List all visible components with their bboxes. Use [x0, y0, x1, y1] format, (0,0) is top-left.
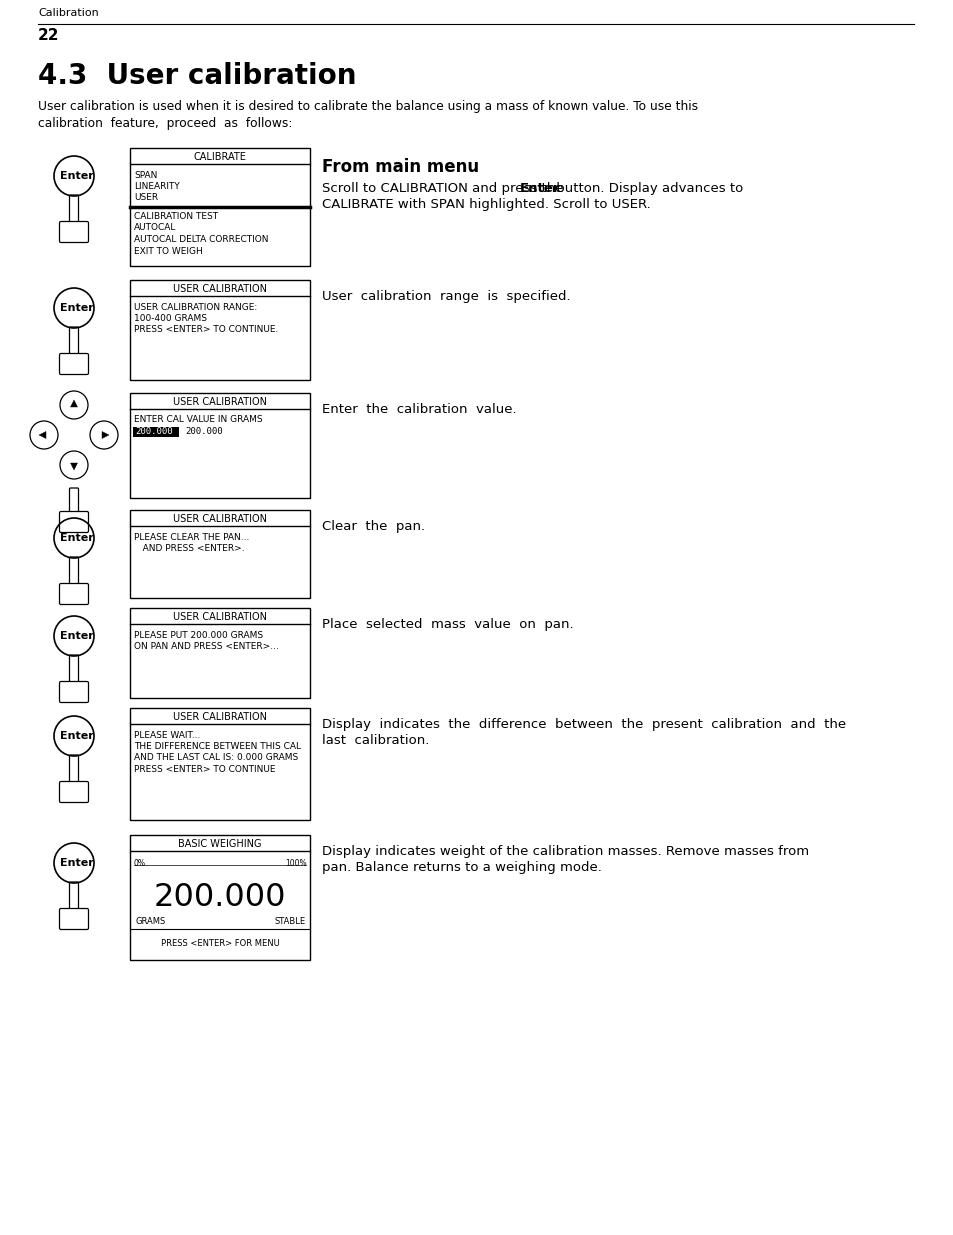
FancyBboxPatch shape — [59, 682, 89, 703]
FancyBboxPatch shape — [130, 835, 310, 960]
Text: CALIBRATE: CALIBRATE — [193, 152, 246, 162]
Text: PRESS <ENTER> TO CONTINUE: PRESS <ENTER> TO CONTINUE — [133, 764, 275, 774]
Text: 100%: 100% — [285, 858, 307, 867]
Text: Enter: Enter — [60, 534, 93, 543]
Text: User  calibration  range  is  specified.: User calibration range is specified. — [322, 290, 570, 303]
Text: 200.000: 200.000 — [185, 427, 222, 436]
FancyBboxPatch shape — [132, 426, 179, 436]
Text: EXIT TO WEIGH: EXIT TO WEIGH — [133, 247, 203, 256]
Text: pan. Balance returns to a weighing mode.: pan. Balance returns to a weighing mode. — [322, 861, 601, 874]
FancyBboxPatch shape — [59, 583, 89, 604]
FancyBboxPatch shape — [130, 393, 310, 498]
Text: USER: USER — [133, 194, 158, 203]
FancyBboxPatch shape — [59, 221, 89, 242]
FancyBboxPatch shape — [59, 353, 89, 374]
Text: Enter: Enter — [60, 858, 93, 868]
Polygon shape — [71, 400, 77, 408]
Text: USER CALIBRATION: USER CALIBRATION — [172, 713, 267, 722]
Polygon shape — [102, 431, 109, 438]
Text: Clear  the  pan.: Clear the pan. — [322, 520, 425, 534]
Text: ENTER CAL VALUE IN GRAMS: ENTER CAL VALUE IN GRAMS — [133, 415, 262, 425]
FancyBboxPatch shape — [130, 148, 310, 266]
FancyBboxPatch shape — [130, 510, 310, 598]
Text: SPAN: SPAN — [133, 170, 157, 179]
Text: USER CALIBRATION: USER CALIBRATION — [172, 514, 267, 524]
FancyBboxPatch shape — [70, 655, 78, 682]
Text: User calibration is used when it is desired to calibrate the balance using a mas: User calibration is used when it is desi… — [38, 100, 698, 112]
Text: 22: 22 — [38, 28, 59, 43]
Text: LINEARITY: LINEARITY — [133, 182, 179, 191]
FancyBboxPatch shape — [59, 909, 89, 930]
Text: calibration  feature,  proceed  as  follows:: calibration feature, proceed as follows: — [38, 117, 292, 130]
Text: 200.000: 200.000 — [153, 883, 286, 914]
FancyBboxPatch shape — [70, 557, 78, 584]
Text: AUTOCAL DELTA CORRECTION: AUTOCAL DELTA CORRECTION — [133, 235, 268, 245]
Text: Enter  the  calibration  value.: Enter the calibration value. — [322, 403, 517, 416]
FancyBboxPatch shape — [130, 280, 310, 380]
Text: 200.000: 200.000 — [135, 427, 172, 436]
Text: Place  selected  mass  value  on  pan.: Place selected mass value on pan. — [322, 618, 573, 631]
Polygon shape — [39, 431, 46, 438]
Text: AND PRESS <ENTER>.: AND PRESS <ENTER>. — [133, 543, 244, 553]
Text: From main menu: From main menu — [322, 158, 478, 177]
Text: Display indicates weight of the calibration masses. Remove masses from: Display indicates weight of the calibrat… — [322, 845, 808, 858]
Text: 0%: 0% — [133, 858, 146, 867]
Text: CALIBRATION TEST: CALIBRATION TEST — [133, 212, 218, 221]
Text: button. Display advances to: button. Display advances to — [552, 182, 743, 195]
Text: Enter: Enter — [60, 170, 93, 182]
Text: last  calibration.: last calibration. — [322, 734, 429, 747]
Text: Enter: Enter — [60, 631, 93, 641]
Text: ON PAN AND PRESS <ENTER>...: ON PAN AND PRESS <ENTER>... — [133, 642, 278, 651]
Text: PLEASE CLEAR THE PAN...: PLEASE CLEAR THE PAN... — [133, 532, 249, 541]
FancyBboxPatch shape — [70, 755, 78, 782]
Text: STABLE: STABLE — [274, 916, 306, 925]
FancyBboxPatch shape — [59, 782, 89, 803]
Text: Display  indicates  the  difference  between  the  present  calibration  and  th: Display indicates the difference between… — [322, 718, 845, 731]
Text: PLEASE PUT 200.000 GRAMS: PLEASE PUT 200.000 GRAMS — [133, 631, 263, 640]
Text: AND THE LAST CAL IS: 0.000 GRAMS: AND THE LAST CAL IS: 0.000 GRAMS — [133, 753, 298, 762]
Text: PLEASE WAIT...: PLEASE WAIT... — [133, 730, 200, 740]
Text: GRAMS: GRAMS — [136, 916, 166, 925]
Text: PRESS <ENTER> FOR MENU: PRESS <ENTER> FOR MENU — [160, 940, 279, 948]
FancyBboxPatch shape — [59, 511, 89, 532]
Text: 100-400 GRAMS: 100-400 GRAMS — [133, 314, 207, 324]
Text: Enter: Enter — [60, 303, 93, 312]
Text: BASIC WEIGHING: BASIC WEIGHING — [178, 839, 261, 848]
FancyBboxPatch shape — [130, 708, 310, 820]
FancyBboxPatch shape — [70, 488, 78, 513]
Text: USER CALIBRATION: USER CALIBRATION — [172, 613, 267, 622]
FancyBboxPatch shape — [130, 608, 310, 698]
Text: Scroll to CALIBRATION and press the: Scroll to CALIBRATION and press the — [322, 182, 567, 195]
FancyBboxPatch shape — [70, 195, 78, 222]
Text: 4.3  User calibration: 4.3 User calibration — [38, 62, 356, 90]
Text: Calibration: Calibration — [38, 7, 99, 19]
Text: USER CALIBRATION RANGE:: USER CALIBRATION RANGE: — [133, 303, 257, 311]
FancyBboxPatch shape — [70, 882, 78, 909]
FancyBboxPatch shape — [70, 327, 78, 354]
Text: PRESS <ENTER> TO CONTINUE.: PRESS <ENTER> TO CONTINUE. — [133, 326, 278, 335]
Text: Enter: Enter — [519, 182, 559, 195]
Polygon shape — [71, 463, 77, 471]
Text: THE DIFFERENCE BETWEEN THIS CAL: THE DIFFERENCE BETWEEN THIS CAL — [133, 742, 301, 751]
Text: USER CALIBRATION: USER CALIBRATION — [172, 284, 267, 294]
Text: USER CALIBRATION: USER CALIBRATION — [172, 396, 267, 408]
Text: Enter: Enter — [60, 731, 93, 741]
Text: AUTOCAL: AUTOCAL — [133, 224, 176, 232]
Text: CALIBRATE with SPAN highlighted. Scroll to USER.: CALIBRATE with SPAN highlighted. Scroll … — [322, 198, 650, 211]
